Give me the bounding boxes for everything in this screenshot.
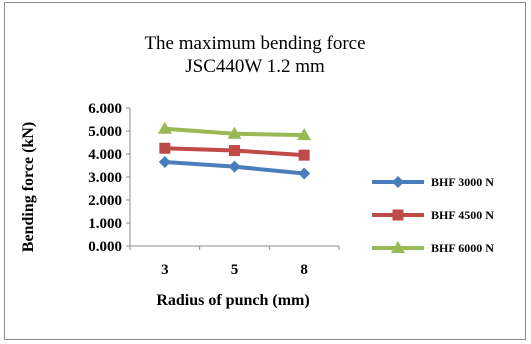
y-tick-label: 3.000 <box>88 170 122 186</box>
chart-subtitle: JSC440W 1.2 mm <box>185 56 325 77</box>
y-tick-label: 1.000 <box>88 216 122 232</box>
x-tick-label: 3 <box>161 262 169 278</box>
y-tick-label: 0.000 <box>88 239 122 255</box>
y-tick-label: 5.000 <box>88 124 122 140</box>
data-point <box>298 149 310 161</box>
y-axis-label: Bending force (kN) <box>20 122 37 252</box>
legend-marker <box>392 209 404 221</box>
legend-marker <box>391 241 405 253</box>
data-point <box>298 167 311 180</box>
legend-label: BHF 4500 N <box>431 208 494 222</box>
y-tick-label: 2.000 <box>88 193 122 209</box>
data-point <box>228 160 241 173</box>
data-point <box>158 156 171 169</box>
data-point <box>297 128 312 141</box>
y-tick-label: 6.000 <box>88 101 122 117</box>
x-axis-label: Radius of punch (mm) <box>156 292 309 309</box>
data-point <box>157 121 172 134</box>
x-tick-label: 5 <box>231 262 239 278</box>
legend-label: BHF 3000 N <box>431 175 494 189</box>
chart-title: The maximum bending force <box>144 33 365 54</box>
legend-label: BHF 6000 N <box>431 241 494 255</box>
x-tick-label: 8 <box>300 262 308 278</box>
data-point <box>229 145 240 157</box>
y-tick-label: 4.000 <box>88 147 122 163</box>
data-point <box>227 126 242 139</box>
legend-marker <box>392 176 404 188</box>
data-point <box>159 142 171 154</box>
